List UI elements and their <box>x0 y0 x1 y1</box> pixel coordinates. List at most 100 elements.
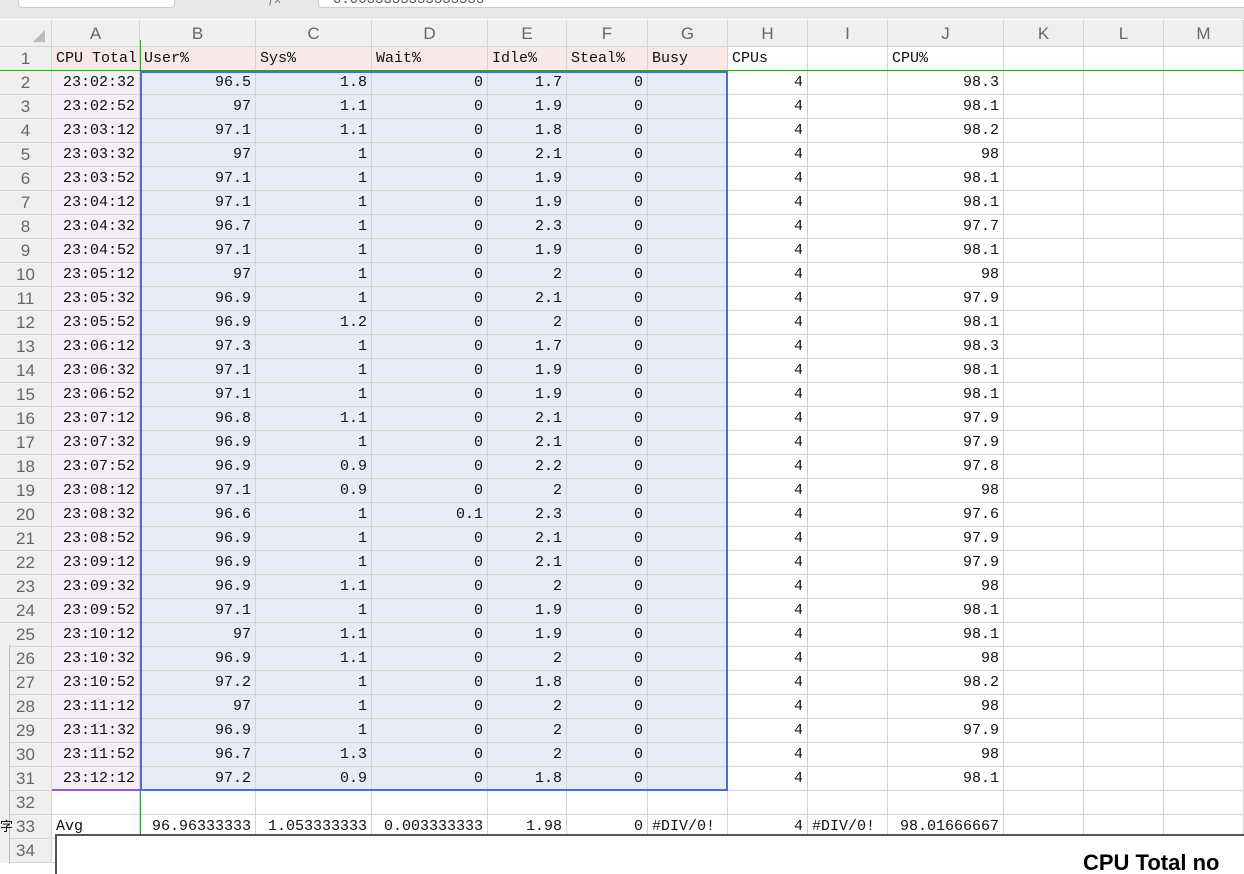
cell-I15[interactable] <box>808 383 888 407</box>
cell-L18[interactable] <box>1084 455 1164 479</box>
cell-F15[interactable]: 0 <box>567 383 648 407</box>
cell-A22[interactable]: 23:09:12 <box>52 551 140 575</box>
cell-I29[interactable] <box>808 719 888 743</box>
cell-B29[interactable]: 96.9 <box>140 719 256 743</box>
cell-A17[interactable]: 23:07:32 <box>52 431 140 455</box>
cell-J3[interactable]: 98.1 <box>888 95 1004 119</box>
cell-G16[interactable] <box>648 407 728 431</box>
cell-K20[interactable] <box>1004 503 1084 527</box>
column-header-G[interactable]: G <box>648 20 728 47</box>
cell-A1[interactable]: CPU Total <box>52 47 140 71</box>
cell-K30[interactable] <box>1004 743 1084 767</box>
column-header-B[interactable]: B <box>140 20 256 47</box>
cell-E9[interactable]: 1.9 <box>488 239 567 263</box>
cell-J24[interactable]: 98.1 <box>888 599 1004 623</box>
cell-L3[interactable] <box>1084 95 1164 119</box>
cell-H25[interactable]: 4 <box>728 623 808 647</box>
cell-H3[interactable]: 4 <box>728 95 808 119</box>
cell-D14[interactable]: 0 <box>372 359 488 383</box>
cell-I9[interactable] <box>808 239 888 263</box>
cell-H21[interactable]: 4 <box>728 527 808 551</box>
cell-H20[interactable]: 4 <box>728 503 808 527</box>
cell-M10[interactable] <box>1164 263 1244 287</box>
cell-C20[interactable]: 1 <box>256 503 372 527</box>
row-header-10[interactable]: 10 <box>0 263 52 287</box>
cell-L21[interactable] <box>1084 527 1164 551</box>
cell-M16[interactable] <box>1164 407 1244 431</box>
row-header-18[interactable]: 18 <box>0 455 52 479</box>
cell-D17[interactable]: 0 <box>372 431 488 455</box>
cell-B24[interactable]: 97.1 <box>140 599 256 623</box>
cell-F25[interactable]: 0 <box>567 623 648 647</box>
cell-F18[interactable]: 0 <box>567 455 648 479</box>
cell-G6[interactable] <box>648 167 728 191</box>
cell-A31[interactable]: 23:12:12 <box>52 767 140 791</box>
cell-B7[interactable]: 97.1 <box>140 191 256 215</box>
cell-C22[interactable]: 1 <box>256 551 372 575</box>
cell-I1[interactable] <box>808 47 888 71</box>
cell-A4[interactable]: 23:03:12 <box>52 119 140 143</box>
cell-K10[interactable] <box>1004 263 1084 287</box>
cell-B9[interactable]: 97.1 <box>140 239 256 263</box>
cell-C26[interactable]: 1.1 <box>256 647 372 671</box>
cell-A23[interactable]: 23:09:32 <box>52 575 140 599</box>
cell-J15[interactable]: 98.1 <box>888 383 1004 407</box>
cell-F23[interactable]: 0 <box>567 575 648 599</box>
cell-G29[interactable] <box>648 719 728 743</box>
cell-M11[interactable] <box>1164 287 1244 311</box>
cell-L27[interactable] <box>1084 671 1164 695</box>
cell-L13[interactable] <box>1084 335 1164 359</box>
cell-K12[interactable] <box>1004 311 1084 335</box>
cell-A15[interactable]: 23:06:52 <box>52 383 140 407</box>
cell-I10[interactable] <box>808 263 888 287</box>
cell-L20[interactable] <box>1084 503 1164 527</box>
cell-A12[interactable]: 23:05:52 <box>52 311 140 335</box>
cell-F7[interactable]: 0 <box>567 191 648 215</box>
cell-J25[interactable]: 98.1 <box>888 623 1004 647</box>
cell-J30[interactable]: 98 <box>888 743 1004 767</box>
row-header-19[interactable]: 19 <box>0 479 52 503</box>
cell-H13[interactable]: 4 <box>728 335 808 359</box>
cell-D6[interactable]: 0 <box>372 167 488 191</box>
cell-M5[interactable] <box>1164 143 1244 167</box>
column-header-C[interactable]: C <box>256 20 372 47</box>
cell-L6[interactable] <box>1084 167 1164 191</box>
cell-I23[interactable] <box>808 575 888 599</box>
cell-F11[interactable]: 0 <box>567 287 648 311</box>
cell-F10[interactable]: 0 <box>567 263 648 287</box>
cell-I21[interactable] <box>808 527 888 551</box>
name-box[interactable] <box>18 0 175 8</box>
cell-H5[interactable]: 4 <box>728 143 808 167</box>
cell-A32[interactable] <box>52 791 140 815</box>
row-header-4[interactable]: 4 <box>0 119 52 143</box>
cell-M31[interactable] <box>1164 767 1244 791</box>
row-header-24[interactable]: 24 <box>0 599 52 623</box>
cell-H32[interactable] <box>728 791 808 815</box>
cell-C12[interactable]: 1.2 <box>256 311 372 335</box>
cell-H8[interactable]: 4 <box>728 215 808 239</box>
cell-B1[interactable]: User% <box>140 47 256 71</box>
cell-B3[interactable]: 97 <box>140 95 256 119</box>
cell-E24[interactable]: 1.9 <box>488 599 567 623</box>
cell-I16[interactable] <box>808 407 888 431</box>
cell-I31[interactable] <box>808 767 888 791</box>
function-icon[interactable]: ƒx <box>268 0 281 6</box>
cell-D28[interactable]: 0 <box>372 695 488 719</box>
row-header-6[interactable]: 6 <box>0 167 52 191</box>
cell-B16[interactable]: 96.8 <box>140 407 256 431</box>
cell-E30[interactable]: 2 <box>488 743 567 767</box>
cell-B22[interactable]: 96.9 <box>140 551 256 575</box>
cell-B14[interactable]: 97.1 <box>140 359 256 383</box>
cell-E5[interactable]: 2.1 <box>488 143 567 167</box>
cell-A20[interactable]: 23:08:32 <box>52 503 140 527</box>
cell-I2[interactable] <box>808 71 888 95</box>
cell-J28[interactable]: 98 <box>888 695 1004 719</box>
cell-B31[interactable]: 97.2 <box>140 767 256 791</box>
cell-M21[interactable] <box>1164 527 1244 551</box>
cell-F3[interactable]: 0 <box>567 95 648 119</box>
cell-M26[interactable] <box>1164 647 1244 671</box>
cell-K29[interactable] <box>1004 719 1084 743</box>
column-header-I[interactable]: I <box>808 20 888 47</box>
cell-H16[interactable]: 4 <box>728 407 808 431</box>
cell-E26[interactable]: 2 <box>488 647 567 671</box>
